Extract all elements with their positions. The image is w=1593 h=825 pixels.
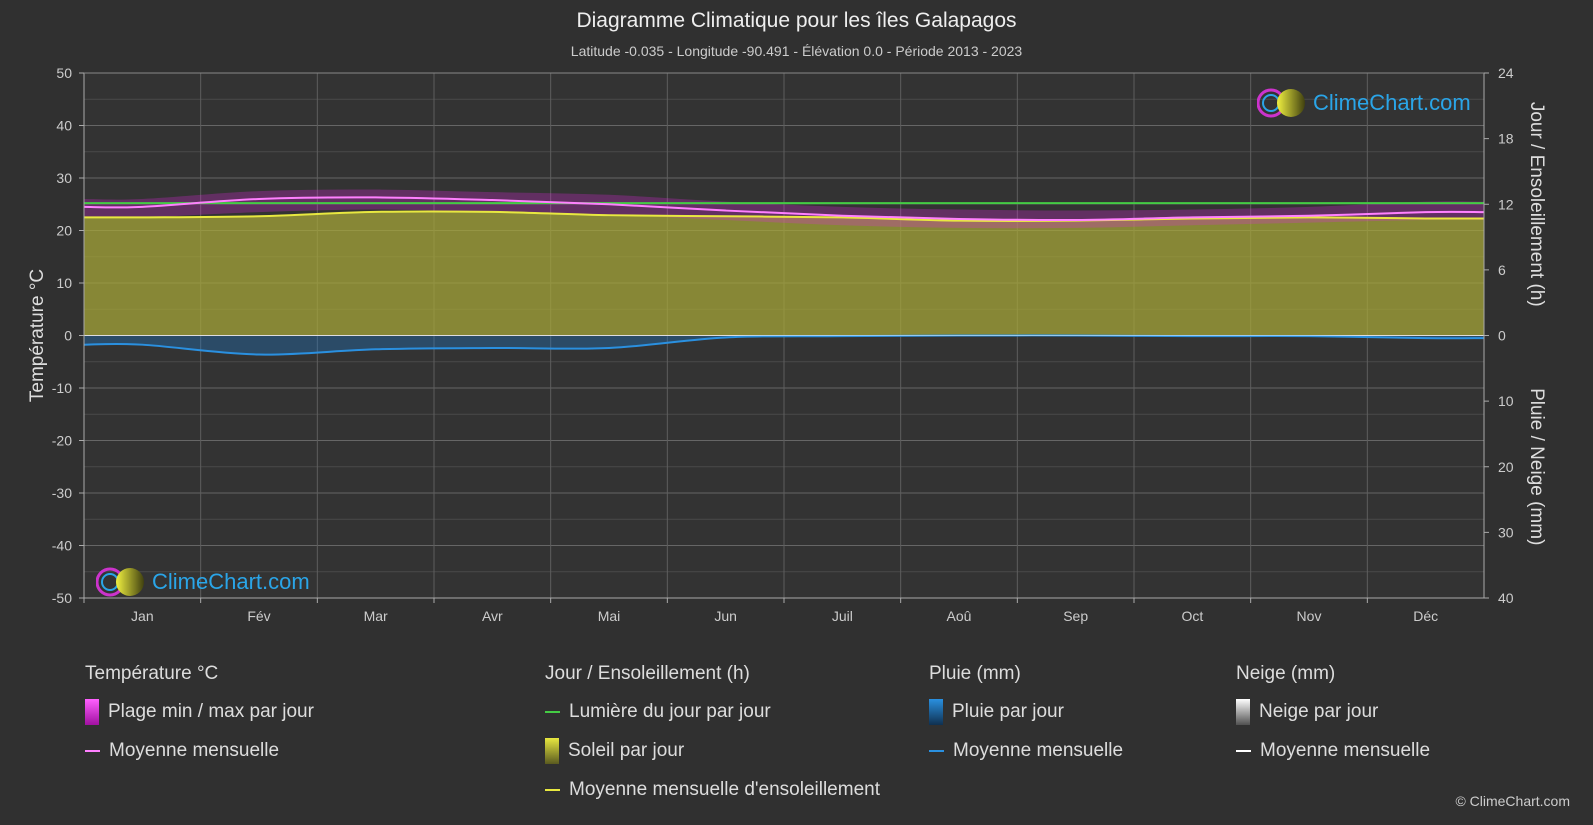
y-tick-label: -30 [52, 485, 72, 501]
legend-label: Moyenne mensuelle d'ensoleillement [569, 779, 880, 800]
y-tick-label: 50 [56, 65, 72, 81]
legend-item: Moyenne mensuelle [929, 738, 1123, 764]
rain-area [84, 335, 1484, 355]
legend-label: Moyenne mensuelle [1260, 740, 1431, 761]
x-tick-label: Sep [1063, 608, 1088, 624]
brand-logo-top: ClimeChart.com [1257, 87, 1471, 119]
legend-item: Pluie par jour [929, 699, 1123, 725]
y2-tick-label: 24 [1498, 65, 1514, 81]
legend-header: Jour / Ensoleillement (h) [545, 663, 750, 684]
legend-item: Plage min / max par jour [85, 699, 314, 725]
x-tick-label: Jun [714, 608, 737, 624]
y2-tick-label: 18 [1498, 131, 1514, 147]
x-tick-label: Avr [482, 608, 503, 624]
legend-item: Neige par jour [1236, 699, 1430, 725]
sunshine-area [84, 211, 1484, 336]
legend-label: Lumière du jour par jour [569, 701, 771, 722]
chart-title: Diagramme Climatique pour les îles Galap… [576, 9, 1017, 32]
y-tick-label: -10 [52, 380, 72, 396]
y2-tick-label: 0 [1498, 328, 1506, 344]
x-tick-label: Oct [1181, 608, 1203, 624]
y-tick-label: 0 [64, 328, 72, 344]
snow-mean-swatch [1236, 750, 1251, 752]
climechart-logo-icon [96, 567, 144, 597]
sunshine-mean-line [83, 210, 1485, 223]
y-tick-label: -50 [52, 590, 72, 606]
y-tick-label: 20 [56, 223, 72, 239]
y3-axis-title: Pluie / Neige (mm) [1526, 388, 1547, 545]
y-tick-label: 40 [56, 118, 72, 134]
y3-tick-label: 10 [1498, 393, 1514, 409]
rain-swatch [929, 699, 943, 725]
y3-tick-label: 20 [1498, 459, 1514, 475]
legend-item: Moyenne mensuelle [85, 738, 314, 764]
y3-tick-label: 40 [1498, 590, 1514, 606]
legend-item: Lumière du jour par jour [545, 699, 880, 725]
snow-swatch [1236, 699, 1250, 725]
legend-header: Pluie (mm) [929, 663, 1021, 684]
temp-mean-swatch [85, 750, 100, 752]
x-tick-label: Fév [247, 608, 270, 624]
legend-header: Neige (mm) [1236, 663, 1336, 684]
x-tick-label: Mai [598, 608, 621, 624]
sunshine-mean-swatch [545, 789, 560, 791]
y-axis-title: Température °C [27, 269, 48, 402]
x-tick-label: Jan [131, 608, 154, 624]
legend-snow: Neige (mm) Neige par jour Moyenne mensue… [1236, 663, 1430, 777]
y-tick-label: 10 [56, 275, 72, 291]
legend-label: Moyenne mensuelle [109, 740, 280, 761]
legend-label: Plage min / max par jour [108, 701, 314, 722]
sunshine-swatch [545, 738, 559, 764]
x-tick-label: Déc [1413, 608, 1438, 624]
daylight-swatch [545, 711, 560, 713]
x-tick-label: Mar [364, 608, 388, 624]
y3-tick-label: 30 [1498, 524, 1514, 540]
legend-label: Pluie par jour [952, 701, 1064, 722]
x-tick-label: Nov [1297, 608, 1322, 624]
legend-temperature: Température °C Plage min / max par jour … [85, 663, 314, 777]
legend-sun: Jour / Ensoleillement (h) Lumière du jou… [545, 663, 880, 816]
x-tick-label: Juil [832, 608, 853, 624]
brand-logo-bottom: ClimeChart.com [96, 566, 310, 598]
rain-mean-line [83, 334, 1485, 356]
y-tick-label: -20 [52, 433, 72, 449]
rain-mean-swatch [929, 750, 944, 752]
legend-label: Soleil par jour [568, 740, 685, 761]
legend-label: Moyenne mensuelle [953, 740, 1124, 761]
legend-rain: Pluie (mm) Pluie par jour Moyenne mensue… [929, 663, 1123, 777]
chart-subtitle: Latitude -0.035 - Longitude -90.491 - Él… [570, 43, 1023, 59]
legend-header: Température °C [85, 663, 219, 684]
y-tick-label: 30 [56, 170, 72, 186]
climate-chart: 50 40 30 20 10 0 -10 -20 -30 -40 -50 24 18 12 6 0 10 20 30… [27, 65, 1547, 624]
legend-item: Moyenne mensuelle [1236, 738, 1430, 764]
legend-item: Soleil par jour [545, 738, 880, 764]
y2-tick-label: 6 [1498, 262, 1506, 278]
y-tick-label: -40 [52, 538, 72, 554]
temp-range-swatch [85, 699, 99, 725]
copyright: © ClimeChart.com [1455, 793, 1570, 809]
x-tick-label: Aoû [947, 608, 972, 624]
temp-mean-line [83, 196, 1485, 222]
climechart-logo-icon [1257, 88, 1305, 118]
brand-text: ClimeChart.com [1313, 90, 1471, 115]
brand-text: ClimeChart.com [152, 569, 310, 594]
legend-item: Moyenne mensuelle d'ensoleillement [545, 777, 880, 803]
y2-tick-label: 12 [1498, 196, 1514, 212]
y2-axis-title: Jour / Ensoleillement (h) [1526, 102, 1547, 307]
legend-label: Neige par jour [1259, 701, 1379, 722]
